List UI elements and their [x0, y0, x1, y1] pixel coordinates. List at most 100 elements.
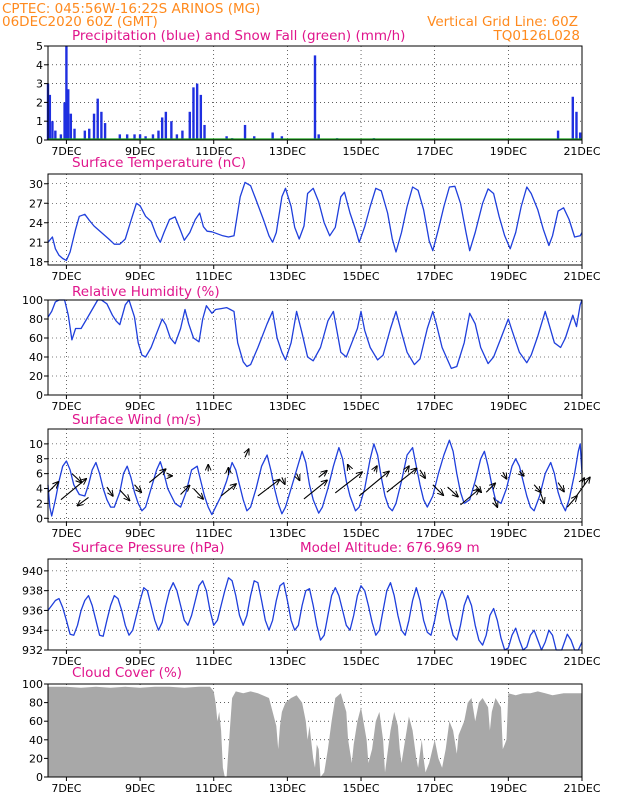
rh-xtick-label: 11DEC [195, 400, 232, 413]
cloud-xtick-label: 17DEC [416, 782, 453, 795]
precip-bar [164, 111, 168, 140]
wind-arrow [180, 486, 190, 495]
pressure-ytick-label: 936 [22, 604, 43, 617]
wind-arrow [566, 496, 577, 508]
temp-ytick-label: 21 [29, 236, 43, 249]
precip-bar [67, 89, 70, 140]
rh-frame [47, 299, 583, 396]
rh-xtick-label: 17DEC [416, 400, 453, 413]
temp-title: Surface Temperature (nC) [72, 155, 246, 171]
pressure-ytick-label: 938 [22, 585, 43, 598]
precip-bar [63, 102, 66, 140]
wind-title: Surface Wind (m/s) [72, 412, 201, 428]
rh-ytick-label: 100 [22, 294, 43, 307]
precip-bar [317, 134, 320, 140]
wind-line [47, 439, 583, 517]
pressure-ytick-label: 932 [22, 644, 43, 657]
temp-frame [47, 173, 583, 266]
surface-pressure-panel: Surface Pressure (hPa) Model Altitude: 67… [22, 540, 601, 668]
cloud-ytick-label: 20 [29, 752, 43, 765]
precip-xtick-label: 15DEC [342, 145, 379, 158]
pressure-line [47, 577, 583, 651]
relative-humidity-panel: Relative Humidity (%) 0 20 40 60 80 100 7DEC 9DE… [22, 284, 601, 413]
precip-bar [96, 98, 99, 140]
precip-bar [54, 130, 57, 140]
rh-xtick-label: 21DEC [563, 400, 600, 413]
precip-frame [47, 45, 583, 141]
precip-ytick-label: 1 [36, 115, 43, 128]
precip-bar [195, 83, 199, 140]
temp-ytick-label: 18 [29, 256, 43, 269]
wind-arrow [220, 484, 236, 497]
precip-ytick-label: 2 [36, 96, 43, 109]
wind-xtick-label: 9DEC [125, 527, 155, 540]
wind-arrow [420, 469, 425, 478]
pressure-xtick-label: 13DEC [269, 655, 306, 668]
temp-xtick-label: 15DEC [342, 270, 379, 283]
temp-xtick-label: 17DEC [416, 270, 453, 283]
wind-xtick-label: 13DEC [269, 527, 306, 540]
temp-xtick-label: 9DEC [125, 270, 155, 283]
rh-xtick-label: 19DEC [490, 400, 527, 413]
precip-bar [133, 134, 136, 140]
wind-ytick-label: 2 [36, 497, 43, 510]
wind-arrow [47, 482, 58, 493]
wind-ytick-label: 4 [36, 483, 43, 496]
cloud-ytick-label: 80 [29, 697, 43, 710]
cloud-xtick-label: 19DEC [490, 782, 527, 795]
header-model-id: TQ0126L028 [492, 28, 580, 44]
precip-bar [92, 113, 96, 140]
rh-ytick-label: 20 [29, 370, 43, 383]
precip-bar [88, 128, 91, 140]
wind-arrow [245, 449, 249, 458]
cloud-cover-panel: Cloud Cover (%) 0 20 40 60 80 100 7DEC 9DEC 11DEC… [22, 665, 601, 795]
wind-arrow [494, 497, 498, 507]
wind-arrow [386, 468, 417, 493]
pressure-xtick-label: 7DEC [51, 655, 81, 668]
temp-ytick-label: 24 [29, 217, 43, 230]
rh-xtick-label: 15DEC [342, 400, 379, 413]
cloud-xtick-label: 7DEC [51, 782, 81, 795]
rh-ytick-label: 80 [29, 313, 43, 326]
wind-arrow [71, 473, 82, 483]
wind-arrow [193, 488, 203, 499]
pressure-xtick-label: 17DEC [416, 655, 453, 668]
wind-arrow [474, 484, 481, 492]
precip-bar [578, 132, 582, 140]
precip-bar [313, 55, 317, 140]
wind-xtick-label: 7DEC [51, 527, 81, 540]
precipitation-panel: Precipitation (blue) and Snow Fall (gree… [36, 28, 601, 158]
precip-bar [138, 134, 142, 140]
wind-arrow [557, 482, 564, 492]
temp-line [47, 181, 583, 262]
temp-ytick-label: 27 [29, 197, 43, 210]
wind-arrow [148, 469, 165, 483]
precip-bar [48, 94, 52, 140]
header-run-time: 06DEC2020 60Z (GMT) [2, 14, 158, 30]
precip-bar [100, 111, 103, 140]
precip-xtick-label: 7DEC [51, 145, 81, 158]
pressure-title: Surface Pressure (hPa) [72, 540, 225, 556]
cloud-xtick-label: 9DEC [125, 782, 155, 795]
cloud-ytick-label: 40 [29, 734, 43, 747]
precip-bar [65, 46, 68, 140]
precip-bar [51, 121, 54, 140]
wind-arrow [447, 486, 458, 497]
cloud-xtick-label: 15DEC [342, 782, 379, 795]
cloud-area [48, 686, 582, 777]
wind-xtick-label: 17DEC [416, 527, 453, 540]
wind-arrow [282, 477, 285, 484]
wind-arrow [297, 473, 300, 481]
temp-ytick-label: 30 [29, 178, 43, 191]
cloud-xtick-label: 13DEC [269, 782, 306, 795]
precip-bar [125, 134, 129, 140]
pressure-altitude-label: Model Altitude: 676.969 m [300, 540, 480, 556]
wind-arrow [334, 472, 362, 494]
precip-title: Precipitation (blue) and Snow Fall (gree… [72, 28, 405, 44]
wind-arrow [303, 480, 327, 500]
wind-ytick-label: 8 [36, 453, 43, 466]
wind-arrow [257, 480, 280, 497]
precip-xtick-label: 9DEC [125, 145, 155, 158]
precip-bar [181, 130, 184, 140]
rh-title: Relative Humidity (%) [72, 284, 220, 300]
